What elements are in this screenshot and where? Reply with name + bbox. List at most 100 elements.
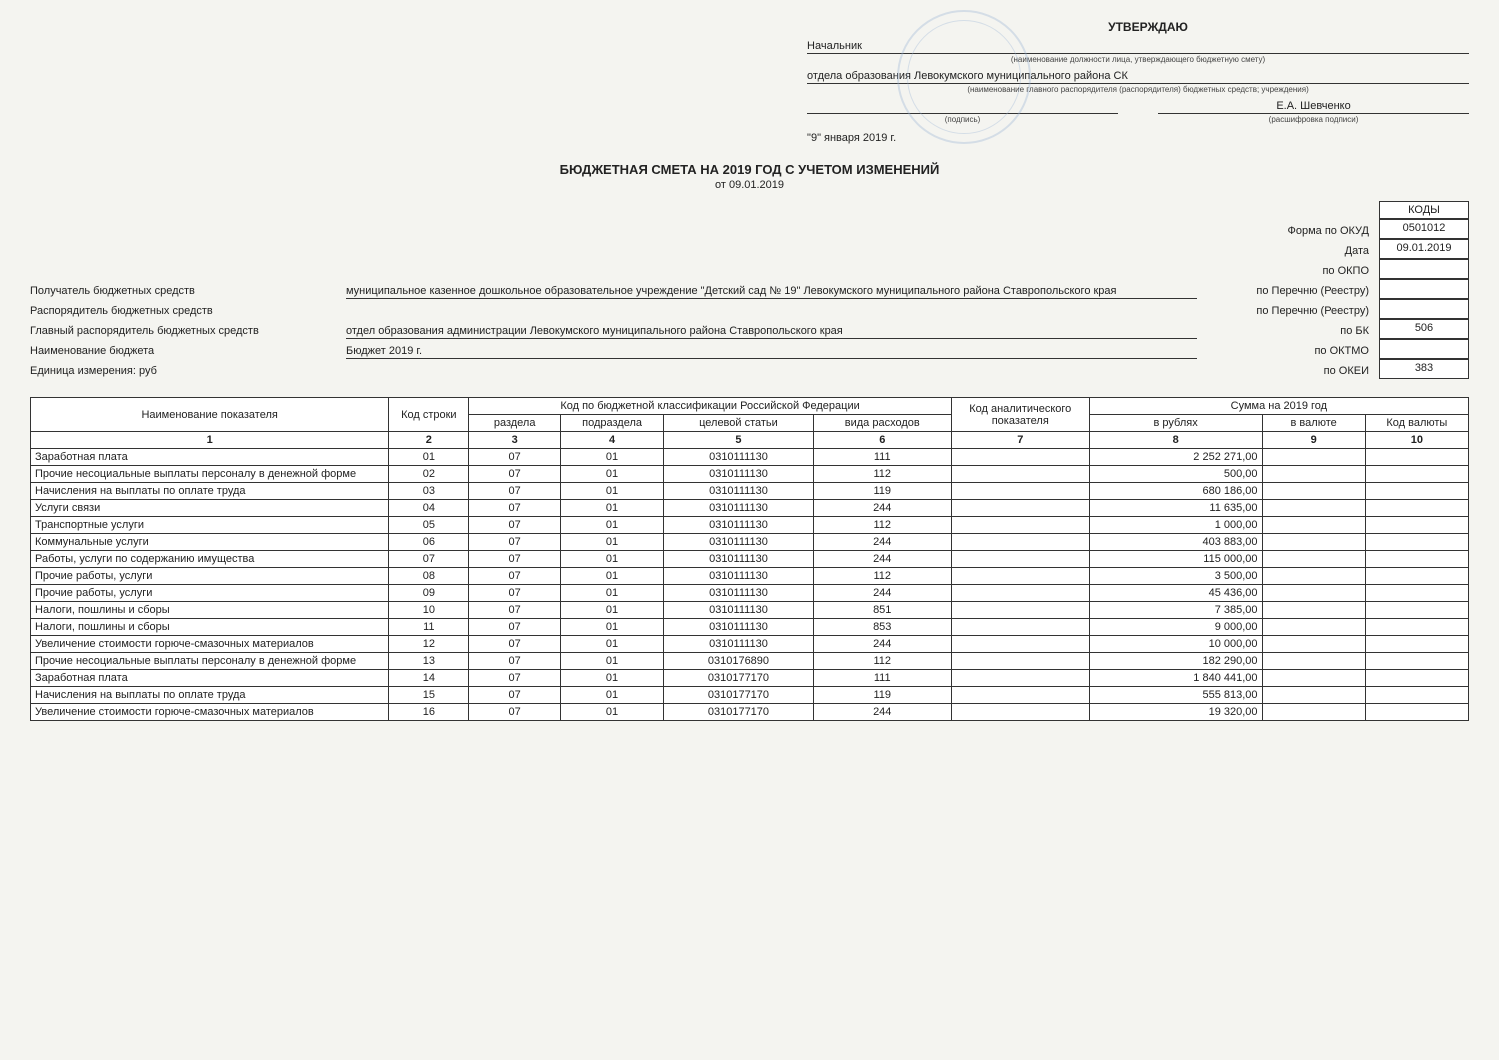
cell xyxy=(1262,466,1365,483)
cell: 112 xyxy=(813,517,951,534)
code-label: Форма по ОКУД xyxy=(1203,225,1373,239)
cell: 244 xyxy=(813,636,951,653)
cell: 45 436,00 xyxy=(1089,585,1262,602)
cell xyxy=(1365,619,1468,636)
cell: 01 xyxy=(560,619,663,636)
cell: 01 xyxy=(560,534,663,551)
table-row: Начисления на выплаты по оплате труда150… xyxy=(31,687,1469,704)
cell: 0310177170 xyxy=(664,704,814,721)
table-row: Прочие работы, услуги0807010310111130112… xyxy=(31,568,1469,585)
cell xyxy=(951,704,1089,721)
col-group-kbk: Код по бюджетной классификации Российско… xyxy=(469,398,951,415)
cell xyxy=(1365,568,1468,585)
cell xyxy=(1262,517,1365,534)
code-label: по Перечню (Реестру) xyxy=(1203,285,1373,299)
approver-org: отдела образования Левокумского муниципа… xyxy=(807,70,1469,84)
approve-title: УТВЕРЖДАЮ xyxy=(807,20,1469,34)
cell: 853 xyxy=(813,619,951,636)
cell xyxy=(951,449,1089,466)
approval-date: "9" января 2019 г. xyxy=(807,132,1469,144)
cell: Налоги, пошлины и сборы xyxy=(31,602,389,619)
col-val: в валюте xyxy=(1262,415,1365,432)
col-code: Код строки xyxy=(389,398,469,432)
cell xyxy=(1365,602,1468,619)
cell: 16 xyxy=(389,704,469,721)
signature-caption: (подпись) xyxy=(807,115,1118,124)
cell xyxy=(1262,449,1365,466)
col-number: 5 xyxy=(664,432,814,449)
col-vid: вида расходов xyxy=(813,415,951,432)
cell xyxy=(1262,670,1365,687)
col-name: Наименование показателя xyxy=(31,398,389,432)
cell: 0310177170 xyxy=(664,687,814,704)
cell: Транспортные услуги xyxy=(31,517,389,534)
cell: 01 xyxy=(560,585,663,602)
cell: Заработная плата xyxy=(31,670,389,687)
cell xyxy=(1262,483,1365,500)
cell xyxy=(1262,653,1365,670)
cell xyxy=(1262,602,1365,619)
cell: 07 xyxy=(469,653,561,670)
cell: 0310111130 xyxy=(664,551,814,568)
cell xyxy=(951,653,1089,670)
header-value: отдел образования администрации Левокумс… xyxy=(346,325,1197,339)
cell xyxy=(1262,636,1365,653)
cell: Налоги, пошлины и сборы xyxy=(31,619,389,636)
code-label: по БК xyxy=(1203,325,1373,339)
cell: 244 xyxy=(813,534,951,551)
table-row: Транспортные услуги05070103101111301121 … xyxy=(31,517,1469,534)
cell xyxy=(951,636,1089,653)
cell: Коммунальные услуги xyxy=(31,534,389,551)
table-row: Увеличение стоимости горюче-смазочных ма… xyxy=(31,704,1469,721)
header-label xyxy=(30,237,340,239)
cell: 01 xyxy=(560,551,663,568)
cell: 01 xyxy=(560,500,663,517)
cell xyxy=(1262,568,1365,585)
document-title: БЮДЖЕТНАЯ СМЕТА НА 2019 ГОД С УЧЕТОМ ИЗМ… xyxy=(30,162,1469,177)
cell: 07 xyxy=(469,585,561,602)
cell: 07 xyxy=(469,517,561,534)
cell: 07 xyxy=(469,568,561,585)
cell: 500,00 xyxy=(1089,466,1262,483)
cell: 403 883,00 xyxy=(1089,534,1262,551)
cell: 7 385,00 xyxy=(1089,602,1262,619)
cell xyxy=(1365,449,1468,466)
cell: 680 186,00 xyxy=(1089,483,1262,500)
cell: 03 xyxy=(389,483,469,500)
cell xyxy=(1365,551,1468,568)
code-label: Дата xyxy=(1203,245,1373,259)
cell: 112 xyxy=(813,653,951,670)
col-group-sum: Сумма на 2019 год xyxy=(1089,398,1468,415)
cell: 2 252 271,00 xyxy=(1089,449,1262,466)
cell: 119 xyxy=(813,483,951,500)
col-analytic: Код аналитического показателя xyxy=(951,398,1089,432)
cell xyxy=(1262,585,1365,602)
col-number: 6 xyxy=(813,432,951,449)
cell xyxy=(1365,466,1468,483)
header-label: Получатель бюджетных средств xyxy=(30,285,340,299)
header-label xyxy=(30,257,340,259)
cell xyxy=(951,568,1089,585)
cell: 244 xyxy=(813,704,951,721)
table-row: Прочие несоциальные выплаты персоналу в … xyxy=(31,466,1469,483)
cell: 02 xyxy=(389,466,469,483)
cell: 10 xyxy=(389,602,469,619)
cell xyxy=(1262,619,1365,636)
cell: 851 xyxy=(813,602,951,619)
cell: 01 xyxy=(560,449,663,466)
cell: 10 000,00 xyxy=(1089,636,1262,653)
cell: Увеличение стоимости горюче-смазочных ма… xyxy=(31,636,389,653)
cell xyxy=(1365,534,1468,551)
cell: 07 xyxy=(469,670,561,687)
cell: 0310111130 xyxy=(664,449,814,466)
cell: 12 xyxy=(389,636,469,653)
col-number: 8 xyxy=(1089,432,1262,449)
approver-position: Начальник xyxy=(807,40,1469,54)
table-row: Налоги, пошлины и сборы11070103101111308… xyxy=(31,619,1469,636)
cell xyxy=(1365,517,1468,534)
cell: 11 xyxy=(389,619,469,636)
cell: 01 xyxy=(560,670,663,687)
header-label: Распорядитель бюджетных средств xyxy=(30,305,340,319)
cell: Прочие работы, услуги xyxy=(31,568,389,585)
cell: 0310111130 xyxy=(664,602,814,619)
